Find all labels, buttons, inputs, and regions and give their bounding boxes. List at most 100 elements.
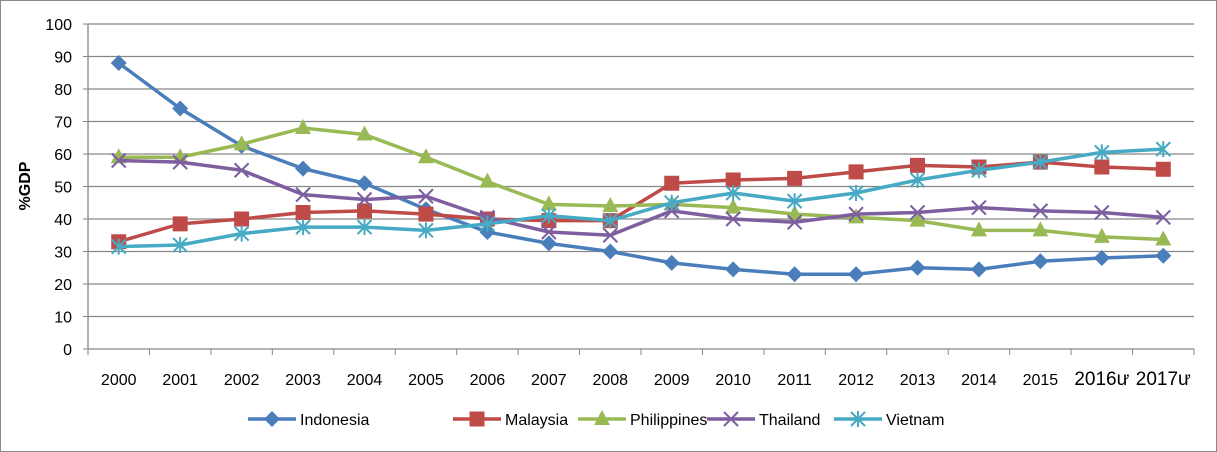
data-point-marker [540, 235, 557, 252]
x-tick-label: 2010 [715, 372, 751, 389]
data-point-marker [172, 237, 188, 253]
data-point-marker [1093, 250, 1110, 266]
y-tick-label: 90 [54, 50, 72, 67]
y-tick-label: 70 [54, 115, 72, 132]
data-point-marker [725, 211, 741, 227]
x-tick-label: 2004 [347, 372, 383, 389]
data-point-marker [356, 175, 373, 192]
y-tick-label: 10 [54, 310, 72, 327]
data-point-marker [1094, 204, 1110, 221]
series-line [118, 158, 1164, 237]
data-point-marker [725, 185, 741, 201]
data-point-marker [909, 259, 926, 276]
data-point-marker [1155, 230, 1172, 246]
data-point-marker [848, 164, 864, 180]
x-tick-label: 2000 [101, 372, 137, 389]
data-point-marker [1155, 161, 1171, 177]
series-line [118, 147, 1164, 249]
legend-item-indonesia: Indonesia [248, 411, 369, 429]
data-point-marker [1155, 247, 1172, 264]
data-point-marker [971, 199, 987, 216]
data-point-marker [1093, 227, 1110, 243]
series-malaysia [111, 154, 1171, 250]
legend-label: Thailand [759, 412, 820, 429]
y-tick-label: 40 [54, 212, 72, 229]
y-tick-label: 100 [45, 17, 72, 34]
legend-item-philippines: Philippines [578, 410, 707, 429]
x-tick-label: 2013 [900, 372, 936, 389]
x-tick-label: 2009 [654, 372, 690, 389]
data-point-marker [479, 215, 496, 232]
data-point-marker [418, 222, 434, 239]
data-point-marker [110, 55, 127, 71]
x-tick-label: 2012 [838, 372, 874, 389]
data-point-marker [295, 160, 312, 177]
data-point-marker [602, 212, 618, 229]
legend-label: Vietnam [886, 412, 944, 429]
series-indonesia [110, 55, 1172, 283]
data-point-marker [848, 266, 865, 283]
data-point-marker [786, 193, 803, 210]
data-point-marker [1032, 253, 1049, 270]
data-point-marker [850, 411, 866, 427]
series-line [118, 126, 1164, 242]
x-tick-label: 2005 [408, 372, 444, 389]
data-point-marker [970, 261, 987, 278]
y-tick-label: 80 [54, 82, 72, 99]
legend-item-thailand: Thailand [707, 411, 820, 429]
data-point-marker [233, 225, 250, 242]
legend-label: Indonesia [300, 412, 369, 429]
data-point-marker [909, 204, 926, 221]
data-point-marker [909, 211, 926, 227]
data-point-marker [264, 411, 280, 427]
x-tick-label: 2007 [531, 372, 567, 389]
data-point-marker [725, 198, 742, 214]
data-point-marker [1032, 221, 1049, 237]
data-point-marker [111, 152, 127, 169]
x-tick-label: 2011 [777, 372, 812, 389]
data-point-marker [971, 162, 987, 179]
data-point-marker [1032, 203, 1049, 219]
data-point-marker [418, 206, 434, 222]
series-line [117, 61, 1164, 276]
x-tick-label: 2002 [224, 372, 260, 389]
x-tick-label: 2016ư [1074, 369, 1129, 390]
x-tick-label: 2008 [592, 372, 628, 389]
data-point-marker [909, 172, 926, 188]
x-tick-label: 2001 [162, 372, 198, 389]
data-point-marker [172, 154, 188, 170]
x-tick-label: 2015 [1023, 372, 1059, 389]
data-point-marker [357, 203, 372, 219]
data-point-marker [295, 119, 312, 134]
data-point-marker [111, 238, 127, 255]
legend-label: Malaysia [505, 412, 568, 429]
series-line [118, 160, 1164, 244]
y-tick-label: 50 [54, 180, 72, 197]
data-point-marker [602, 227, 618, 243]
y-axis-label: %GDP [17, 161, 34, 210]
data-point-marker [848, 185, 864, 201]
data-point-marker [602, 243, 619, 260]
data-point-marker [1032, 154, 1049, 171]
data-point-marker [786, 266, 803, 283]
data-point-marker [848, 206, 864, 222]
data-point-marker [664, 194, 680, 211]
y-tick-label: 30 [54, 245, 72, 262]
data-point-marker [725, 172, 741, 188]
data-point-marker [233, 135, 250, 151]
data-point-marker [664, 175, 680, 191]
data-point-marker [233, 162, 250, 178]
data-point-marker [479, 172, 496, 188]
data-point-marker [1094, 144, 1110, 161]
y-tick-label: 20 [54, 277, 72, 294]
data-point-marker [663, 254, 680, 271]
data-point-marker [295, 219, 311, 236]
data-point-marker [172, 100, 189, 117]
data-point-marker [295, 186, 311, 203]
data-point-marker [910, 157, 925, 173]
data-point-marker [234, 211, 250, 227]
series-vietnam [111, 141, 1171, 255]
data-point-marker [540, 195, 557, 211]
y-tick-label: 60 [54, 147, 72, 164]
